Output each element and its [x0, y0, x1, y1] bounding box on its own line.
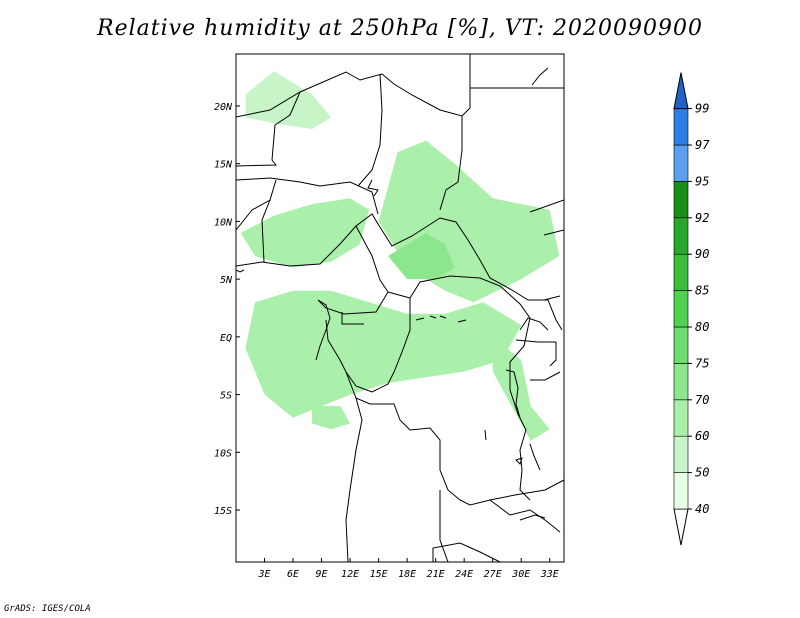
lat-tick-label: 15S: [214, 506, 232, 517]
colorbar-label: 97: [695, 138, 710, 152]
lon-tick-label: 3E: [257, 569, 270, 580]
colorbar-label: 60: [695, 429, 709, 443]
colorbar-box: [673, 290, 689, 328]
lon-tick-label: 15E: [370, 569, 388, 580]
lat-tick-label: 15N: [214, 160, 233, 171]
humidity-region-north-wave: [245, 71, 332, 129]
colorbar-box: [673, 435, 689, 473]
lat-tick-label: 20N: [214, 102, 233, 113]
colorbar-box: [673, 399, 689, 437]
humidity-region-sw-blob: [312, 406, 351, 430]
lon-tick-label: 6E: [287, 569, 299, 580]
colorbar-label: 40: [695, 502, 709, 516]
colorbar-box: [673, 108, 689, 146]
humidity-region-congo-basin: [245, 290, 522, 418]
lon-tick-label: 18E: [398, 569, 416, 580]
colorbar-min-triangle: [673, 508, 689, 546]
colorbar-box: [673, 253, 689, 291]
lon-tick-label: 33E: [540, 569, 559, 580]
lat-tick-label: EQ: [220, 333, 232, 344]
colorbar-box: [673, 217, 689, 255]
colorbar-box: [673, 181, 689, 219]
colorbar-box: [673, 472, 689, 510]
colorbar-label: 75: [695, 356, 709, 370]
lat-axis: 20N 15N 10N 5N EQ 5S 10S 15S: [214, 102, 240, 517]
lon-tick-label: 12E: [341, 569, 359, 580]
colorbar-label: 92: [695, 211, 709, 225]
plot-area: [240, 71, 560, 441]
colorbar-label: 90: [695, 247, 709, 261]
colorbar-label: 85: [695, 284, 709, 298]
country-borders: [236, 54, 564, 562]
colorbar-label: 80: [695, 320, 709, 334]
colorbar-max-triangle: [673, 72, 689, 110]
colorbar-box: [673, 326, 689, 364]
lon-tick-label: 27E: [484, 569, 502, 580]
lon-tick-label: 21E: [427, 569, 445, 580]
colorbar: 40 50 60 70 75 80 85 90 92 95 97 99: [673, 72, 710, 546]
colorbar-label: 70: [695, 393, 709, 407]
humidity-region-sahel-center: [378, 140, 560, 303]
colorbar-box: [673, 363, 689, 401]
lon-axis: 3E 6E 9E 12E 15E 18E 21E 24E 27E 30E 33E: [257, 558, 559, 580]
humidity-region-east-lakes: [492, 336, 550, 441]
colorbar-box: [673, 144, 689, 182]
plot-frame: [235, 53, 565, 563]
lat-tick-label: 5S: [220, 391, 232, 402]
chart-title: Relative humidity at 250hPa [%], VT: 202…: [97, 16, 703, 41]
humidity-region-central-core: [388, 233, 455, 280]
lat-tick-label: 10S: [214, 448, 232, 459]
colorbar-label: 50: [695, 466, 709, 480]
credit-label: GrADS: IGES/COLA: [4, 604, 91, 614]
lat-tick-label: 5N: [220, 275, 233, 286]
colorbar-label: 99: [695, 102, 709, 116]
lon-tick-label: 9E: [316, 569, 328, 580]
lon-tick-label: 24E: [455, 569, 473, 580]
humidity-region-sahel-west: [240, 198, 370, 268]
lon-tick-label: 30E: [511, 569, 530, 580]
lat-tick-label: 10N: [214, 217, 233, 228]
colorbar-label: 95: [695, 174, 709, 188]
